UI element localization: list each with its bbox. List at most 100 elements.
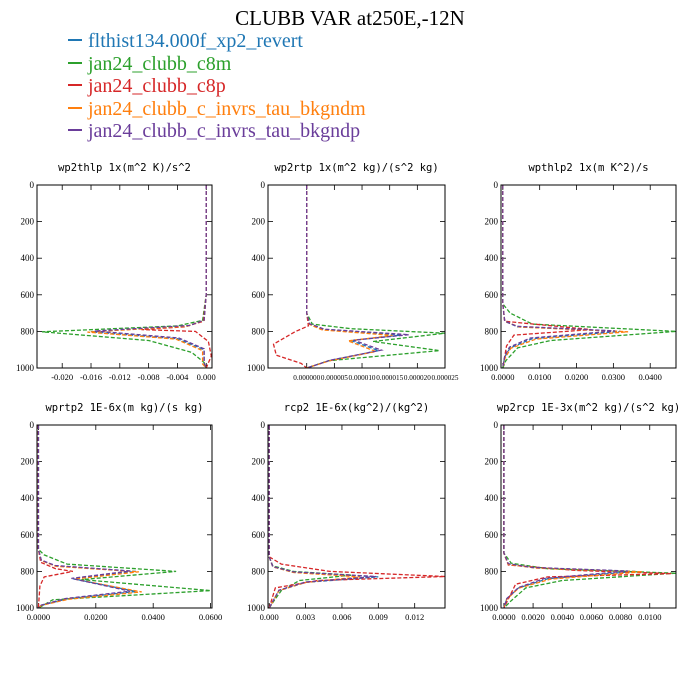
legend-swatch [68, 106, 82, 109]
legend-item: jan24_clubb_c_invrs_tau_bkgndm [68, 98, 366, 121]
plot-frame [500, 184, 677, 369]
x-tick-label: 0.000 [197, 372, 216, 382]
y-tick-label: 400 [21, 493, 35, 503]
series-line [37, 425, 142, 608]
series-line [306, 185, 445, 368]
series-line [503, 425, 672, 608]
x-tick-label: 0.000025 [432, 374, 459, 382]
chart-title: wp2rcp 1E-3x(m^2 kg)/(s^2 kg) [497, 402, 680, 414]
y-tick-label: 0 [30, 420, 35, 430]
y-tick-label: 0 [261, 420, 266, 430]
x-tick-label: 0.0060 [580, 612, 603, 622]
series-line [268, 425, 376, 608]
x-tick-label: 0.0200 [84, 612, 107, 622]
chart-title: wprtp2 1E-6x(m kg)/(s kg) [45, 402, 203, 414]
series-line [502, 185, 621, 368]
series-line [503, 425, 628, 608]
legend-label: flthist134.000f_xp2_revert [88, 30, 303, 52]
chart-title: wp2rtp 1x(m^2 kg)/(s^2 kg) [274, 162, 438, 174]
y-tick-label: 200 [485, 217, 499, 227]
plot-frame [36, 424, 213, 609]
x-tick-label: 0.000000 [293, 374, 320, 382]
series-line [502, 185, 676, 368]
chart-panel: wp2rtp 1x(m^2 kg)/(s^2 kg) 0 200 400 600 800 1… [247, 162, 459, 382]
y-tick-label: 1000 [247, 363, 266, 373]
y-tick-label: 1000 [480, 603, 499, 613]
legend-swatch [68, 61, 82, 64]
y-tick-label: 600 [252, 530, 266, 540]
y-tick-label: 200 [21, 217, 35, 227]
plot-frame [267, 424, 446, 609]
series-line [41, 185, 207, 368]
x-tick-label: 0.000005 [321, 374, 348, 382]
series-line [503, 425, 676, 608]
legend-item: jan24_clubb_c_invrs_tau_bkgndp [68, 120, 366, 143]
y-tick-label: 800 [252, 566, 266, 576]
x-tick-label: 0.0000 [491, 372, 514, 382]
x-tick-label: 0.000020 [404, 374, 431, 382]
chart-panel: wp2thlp 1x(m^2 K)/s^2 0 200 400 600 800 1000 -0… [16, 162, 216, 382]
y-tick-label: 400 [485, 253, 499, 263]
series-line [268, 425, 352, 608]
chart-panel: wp2rcp 1E-3x(m^2 kg)/(s^2 kg) 0 200 400 600 8… [480, 402, 680, 622]
series-line [37, 425, 211, 608]
chart-panel: wpthlp2 1x(m K^2)/s 0 200 400 600 800 10000.00… [480, 162, 677, 382]
y-tick-label: 0 [494, 180, 499, 190]
legend-item: jan24_clubb_c8m [68, 53, 366, 76]
series-line [503, 425, 643, 608]
series-line [87, 185, 207, 368]
legend-swatch [68, 39, 82, 42]
y-tick-label: 200 [252, 217, 266, 227]
plot-frame [500, 424, 677, 609]
y-tick-label: 0 [30, 180, 35, 190]
legend-label: jan24_clubb_c8m [88, 52, 232, 75]
y-tick-label: 800 [21, 566, 35, 576]
x-tick-label: 0.000015 [376, 374, 403, 382]
x-tick-label: 0.0020 [521, 612, 544, 622]
series-line [94, 185, 207, 368]
y-tick-label: 1000 [247, 603, 266, 613]
series-line [503, 425, 636, 608]
series-line [268, 425, 445, 608]
chart-title: wpthlp2 1x(m K^2)/s [528, 162, 648, 174]
figure-title: CLUBB VAR at250E,-12N [235, 6, 465, 30]
chart-title: rcp2 1E-6x(kg^2)/(kg^2) [284, 402, 429, 414]
chart-panel: rcp2 1E-6x(kg^2)/(kg^2) 0 200 400 600 800 1000… [247, 402, 446, 622]
x-tick-label: 0.0100 [638, 612, 661, 622]
x-tick-label: 0.006 [332, 612, 351, 622]
x-tick-label: 0.000010 [349, 374, 376, 382]
legend-swatch [68, 129, 82, 132]
plot-frame [36, 184, 213, 369]
y-tick-label: 800 [485, 566, 499, 576]
y-tick-label: 600 [21, 290, 35, 300]
x-tick-label: -0.008 [138, 372, 160, 382]
y-tick-label: 600 [485, 530, 499, 540]
y-tick-label: 200 [21, 457, 35, 467]
x-tick-label: 0.000 [260, 612, 279, 622]
y-tick-label: 400 [21, 253, 35, 263]
x-tick-label: -0.016 [80, 372, 102, 382]
y-tick-label: 400 [252, 493, 266, 503]
chart-panel: wprtp2 1E-6x(m kg)/(s kg) 0 200 400 600 800 10… [16, 402, 222, 622]
y-tick-label: 800 [21, 326, 35, 336]
x-tick-label: 0.003 [296, 612, 315, 622]
y-tick-label: 800 [252, 326, 266, 336]
y-tick-label: 600 [21, 530, 35, 540]
x-tick-label: 0.0000 [492, 612, 515, 622]
series-line [37, 425, 74, 608]
x-tick-label: 0.012 [405, 612, 424, 622]
x-tick-label: -0.004 [166, 372, 189, 382]
x-tick-label: 0.0200 [565, 372, 588, 382]
y-tick-label: 0 [261, 180, 266, 190]
y-tick-label: 600 [252, 290, 266, 300]
legend-item: jan24_clubb_c8p [68, 75, 366, 98]
y-tick-label: 200 [485, 457, 499, 467]
x-tick-label: -0.020 [51, 372, 73, 382]
series-line [502, 185, 629, 368]
y-tick-label: 400 [252, 253, 266, 263]
y-tick-label: 1000 [16, 603, 35, 613]
x-tick-label: 0.0000 [27, 612, 50, 622]
x-tick-label: 0.009 [369, 612, 388, 622]
